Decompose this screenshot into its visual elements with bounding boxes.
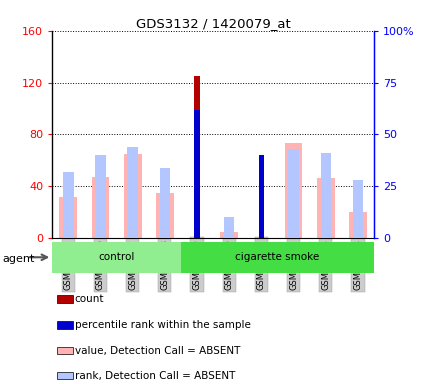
Bar <box>52 242 181 273</box>
Bar <box>127 147 138 238</box>
Text: percentile rank within the sample: percentile rank within the sample <box>75 320 250 330</box>
Bar <box>92 177 109 238</box>
Bar <box>59 197 77 238</box>
Text: control: control <box>98 252 135 262</box>
Bar <box>316 179 334 238</box>
Bar <box>224 217 234 238</box>
Bar <box>258 155 264 238</box>
Bar <box>352 180 362 238</box>
Bar <box>56 372 73 379</box>
Bar <box>194 76 200 238</box>
Bar <box>288 149 298 238</box>
Text: agent: agent <box>2 254 34 264</box>
Bar <box>320 153 330 238</box>
Text: rank, Detection Call = ABSENT: rank, Detection Call = ABSENT <box>75 371 235 381</box>
Bar <box>56 347 73 354</box>
Text: count: count <box>75 294 104 304</box>
Bar <box>284 144 302 238</box>
Text: cigarette smoke: cigarette smoke <box>235 252 319 262</box>
Bar <box>220 232 237 238</box>
Bar <box>56 321 73 329</box>
Text: value, Detection Call = ABSENT: value, Detection Call = ABSENT <box>75 346 240 356</box>
Bar <box>63 172 73 238</box>
Bar <box>349 212 366 238</box>
Bar <box>95 155 105 238</box>
Bar <box>159 167 170 238</box>
Bar <box>194 109 200 238</box>
Title: GDS3132 / 1420079_at: GDS3132 / 1420079_at <box>135 17 290 30</box>
Bar <box>181 242 373 273</box>
Bar <box>156 193 173 238</box>
Bar <box>258 177 264 238</box>
Bar <box>56 295 73 303</box>
Bar <box>124 154 141 238</box>
